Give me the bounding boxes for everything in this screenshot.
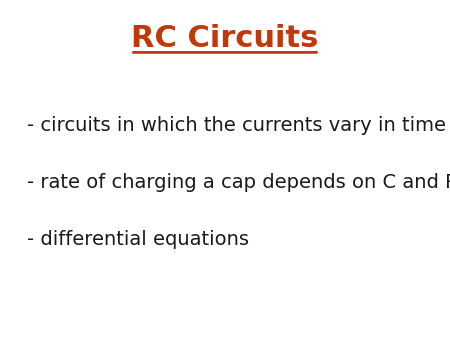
Text: - rate of charging a cap depends on C and R of circuit: - rate of charging a cap depends on C an… xyxy=(27,173,450,192)
Text: - circuits in which the currents vary in time: - circuits in which the currents vary in… xyxy=(27,116,446,135)
Text: RC Circuits: RC Circuits xyxy=(131,24,319,53)
Text: - differential equations: - differential equations xyxy=(27,231,249,249)
